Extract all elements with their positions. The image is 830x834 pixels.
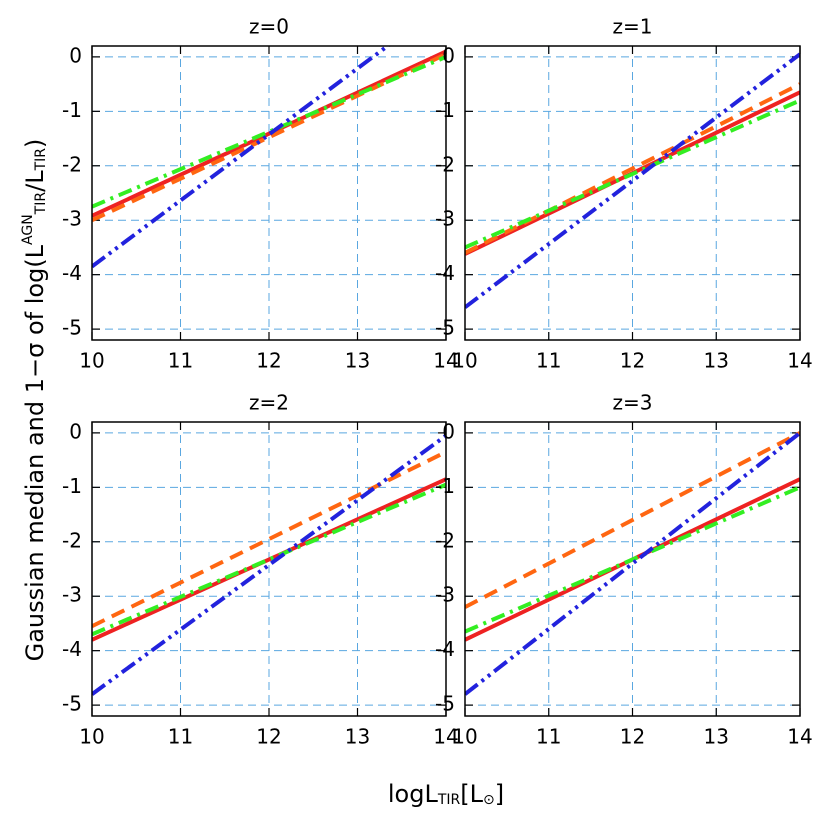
y-tick-label: -4 [62,261,82,285]
x-axis-label-part: TIR [437,792,461,808]
y-tick-label: -1 [62,474,82,498]
x-tick-label: 10 [452,725,477,749]
y-axis-label-part: Gaussian median and 1−σ of log(L [21,244,49,661]
x-axis-label-part: ⊙ [483,792,495,808]
x-tick-label: 13 [345,725,370,749]
x-tick-label: 14 [433,349,458,373]
x-tick-label: 12 [620,725,645,749]
x-tick-label: 11 [168,725,193,749]
y-axis-label: Gaussian median and 1−σ of log(LAGNTIR/L… [20,139,49,662]
series-line [92,482,446,637]
x-tick-label: 11 [536,349,561,373]
panel-title: z=1 [613,15,653,39]
plot-frame [91,45,447,341]
x-axis-label-part: logL [388,780,439,808]
panel-title: z=0 [249,15,289,39]
x-axis-label-part: ] [495,780,504,808]
plot-frame [91,421,447,717]
y-tick-label: -3 [62,583,82,607]
y-axis-label-part: ) [21,139,49,148]
x-tick-label: 10 [79,725,104,749]
y-axis-label-part: TIR [33,148,49,172]
y-tick-label: -1 [435,98,455,122]
panel-title: z=2 [249,391,289,415]
y-tick-label: -2 [62,528,82,552]
x-tick-label: 10 [79,349,104,373]
x-tick-label: 14 [787,349,812,373]
x-tick-label: 10 [452,349,477,373]
series-line [465,82,800,255]
x-tick-label: 14 [433,725,458,749]
x-axis-label-part: [L [460,780,483,808]
x-tick-label: 12 [256,725,281,749]
series-line [92,477,446,642]
y-tick-label: -2 [435,528,455,552]
x-tick-label: 13 [704,349,729,373]
x-tick-label: 13 [704,725,729,749]
y-tick-label: -5 [435,692,455,716]
y-tick-label: -5 [62,692,82,716]
y-tick-label: -4 [435,637,455,661]
y-tick-label: -5 [62,316,82,340]
y-tick-label: 0 [442,43,455,67]
y-tick-label: -2 [435,152,455,176]
x-tick-label: 14 [787,725,812,749]
y-tick-label: -4 [62,637,82,661]
x-axis-label: logLTIR[L⊙] [388,780,504,808]
x-tick-label: 13 [345,349,370,373]
y-tick-label: -2 [62,152,82,176]
plot-frame [464,421,801,717]
y-axis-label-part: AGN [20,214,36,245]
series-line [465,485,800,634]
panel-title: z=3 [613,391,653,415]
y-tick-label: -3 [435,207,455,231]
y-tick-label: 0 [69,419,82,443]
y-tick-label: -1 [62,98,82,122]
y-tick-label: 0 [442,419,455,443]
y-tick-label: -3 [435,583,455,607]
x-tick-label: 12 [620,349,645,373]
series-line [465,431,800,609]
y-axis-label-part: /L [21,170,49,192]
y-tick-label: 0 [69,43,82,67]
x-tick-label: 11 [536,725,561,749]
x-tick-label: 11 [168,349,193,373]
x-tick-label: 12 [256,349,281,373]
series-line [465,431,800,696]
series-line [465,98,800,250]
y-tick-label: -1 [435,474,455,498]
y-tick-label: -5 [435,316,455,340]
y-axis-label-part: TIR [33,192,49,216]
plot-frame [464,45,801,341]
series-line [92,55,446,209]
series-line [92,49,446,218]
y-tick-label: -3 [62,207,82,231]
y-tick-label: -4 [435,261,455,285]
